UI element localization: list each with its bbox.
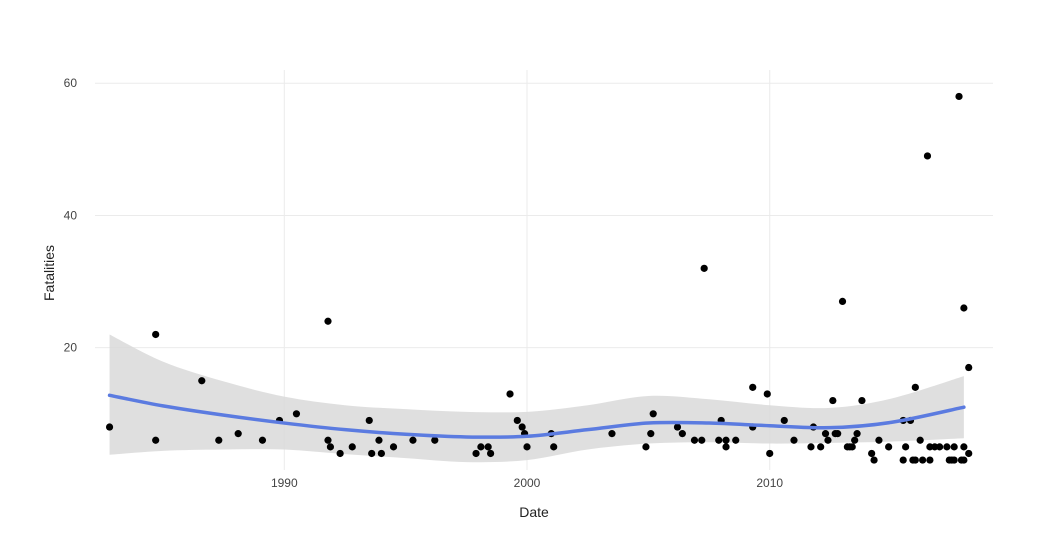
data-point [292, 410, 301, 418]
data-point [324, 436, 332, 444]
data-point [477, 443, 485, 451]
data-point [821, 430, 830, 438]
data-point [472, 449, 480, 458]
data-point [487, 449, 495, 458]
data-point [647, 430, 655, 438]
y-axis-title: Fatalities [41, 245, 57, 301]
data-point [336, 449, 344, 458]
y-tick-label: 20 [64, 341, 78, 355]
data-point [234, 430, 242, 438]
data-point [365, 416, 373, 425]
x-tick-label: 1990 [271, 476, 298, 490]
data-point [722, 436, 730, 444]
data-point [700, 264, 708, 272]
data-point [484, 443, 492, 451]
y-tick-label: 60 [64, 76, 78, 90]
y-tick-label: 40 [64, 208, 78, 222]
data-point [911, 456, 919, 464]
smooth-line-layer [107, 393, 966, 439]
data-point [105, 423, 114, 431]
data-point [875, 436, 883, 444]
data-point [215, 436, 223, 444]
data-points-layer [105, 92, 973, 464]
data-point [916, 436, 924, 444]
data-point [834, 430, 842, 438]
data-point [550, 443, 558, 451]
data-point [198, 377, 206, 385]
data-point [911, 383, 919, 391]
data-point [848, 443, 856, 451]
data-point [853, 430, 861, 438]
data-point [868, 449, 876, 458]
data-point [960, 304, 968, 312]
data-point [885, 443, 893, 451]
x-tick-label: 2010 [756, 476, 783, 490]
data-point [858, 396, 866, 405]
smooth-trend-line [107, 393, 966, 439]
data-point [943, 443, 951, 451]
data-point [899, 456, 907, 464]
grid-lines [95, 70, 993, 470]
data-point [923, 152, 932, 160]
data-point [506, 390, 514, 398]
data-point [698, 436, 706, 444]
x-tick-label: 2000 [514, 476, 541, 490]
data-point [926, 456, 934, 464]
data-point [649, 410, 657, 418]
data-point [389, 443, 398, 451]
data-point [690, 436, 699, 444]
data-point [152, 330, 160, 339]
data-point [368, 449, 376, 458]
data-point [258, 436, 267, 444]
data-point [766, 449, 774, 458]
data-point [950, 456, 958, 464]
data-point [965, 449, 973, 458]
data-point [936, 443, 944, 451]
data-point [838, 297, 847, 306]
data-point [608, 430, 616, 438]
data-point [851, 436, 859, 444]
data-point [955, 92, 963, 101]
data-point [324, 317, 332, 325]
confidence-ribbon [109, 334, 964, 463]
data-point [960, 456, 968, 464]
data-point [673, 423, 682, 431]
x-axis-title: Date [519, 504, 549, 520]
data-point [513, 416, 521, 425]
data-point [523, 443, 531, 451]
data-point [715, 436, 723, 444]
data-point [950, 443, 958, 451]
confidence-ribbon-layer [109, 334, 964, 463]
data-point [790, 436, 798, 444]
data-point [807, 443, 815, 451]
tick-labels-layer: 20 40 60 1990 2000 2010 [64, 76, 784, 490]
data-point [152, 436, 160, 444]
data-point [749, 383, 757, 391]
data-point [678, 430, 686, 438]
data-point [326, 443, 335, 451]
data-point [377, 449, 385, 458]
data-point [919, 456, 927, 464]
data-point [722, 443, 730, 451]
data-point [902, 443, 910, 451]
data-point [732, 436, 740, 444]
data-point [431, 436, 439, 444]
data-point [375, 436, 383, 444]
data-point [829, 396, 837, 405]
data-point [763, 390, 771, 398]
data-point [960, 443, 968, 451]
data-point [409, 436, 417, 444]
data-point [870, 456, 878, 464]
data-point [518, 423, 526, 431]
data-point [780, 416, 788, 425]
data-point [824, 436, 832, 444]
data-point [965, 363, 973, 372]
data-point [642, 443, 650, 451]
data-point [817, 443, 825, 451]
data-point [348, 443, 356, 451]
